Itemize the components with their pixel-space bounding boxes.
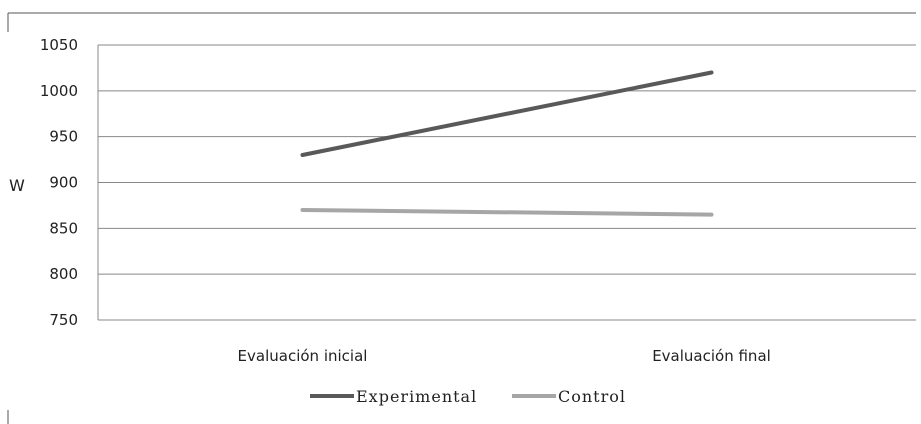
legend-label: Experimental: [356, 387, 477, 406]
y-axis-ticks: 750 800 850 900 950 1000 1050: [40, 36, 78, 329]
y-tick-label: 750: [49, 311, 78, 329]
x-axis-categories: Evaluación inicial Evaluación final: [238, 347, 771, 365]
y-tick-label: 950: [49, 128, 78, 146]
y-axis-label: W: [9, 176, 25, 195]
gridlines: [97, 44, 916, 321]
y-tick-label: 850: [49, 219, 78, 237]
y-tick-label: 900: [49, 174, 78, 192]
legend: Experimental Control: [310, 387, 626, 406]
series-lines: [300, 70, 714, 217]
legend-label: Control: [558, 387, 626, 406]
x-category-label: Evaluación inicial: [238, 347, 368, 365]
y-tick-label: 1050: [40, 36, 78, 54]
x-category-label: Evaluación final: [652, 347, 771, 365]
series-line-control: [300, 208, 714, 217]
series-line-experimental: [300, 70, 714, 157]
y-tick-label: 800: [49, 265, 78, 283]
y-tick-label: 1000: [40, 82, 78, 100]
